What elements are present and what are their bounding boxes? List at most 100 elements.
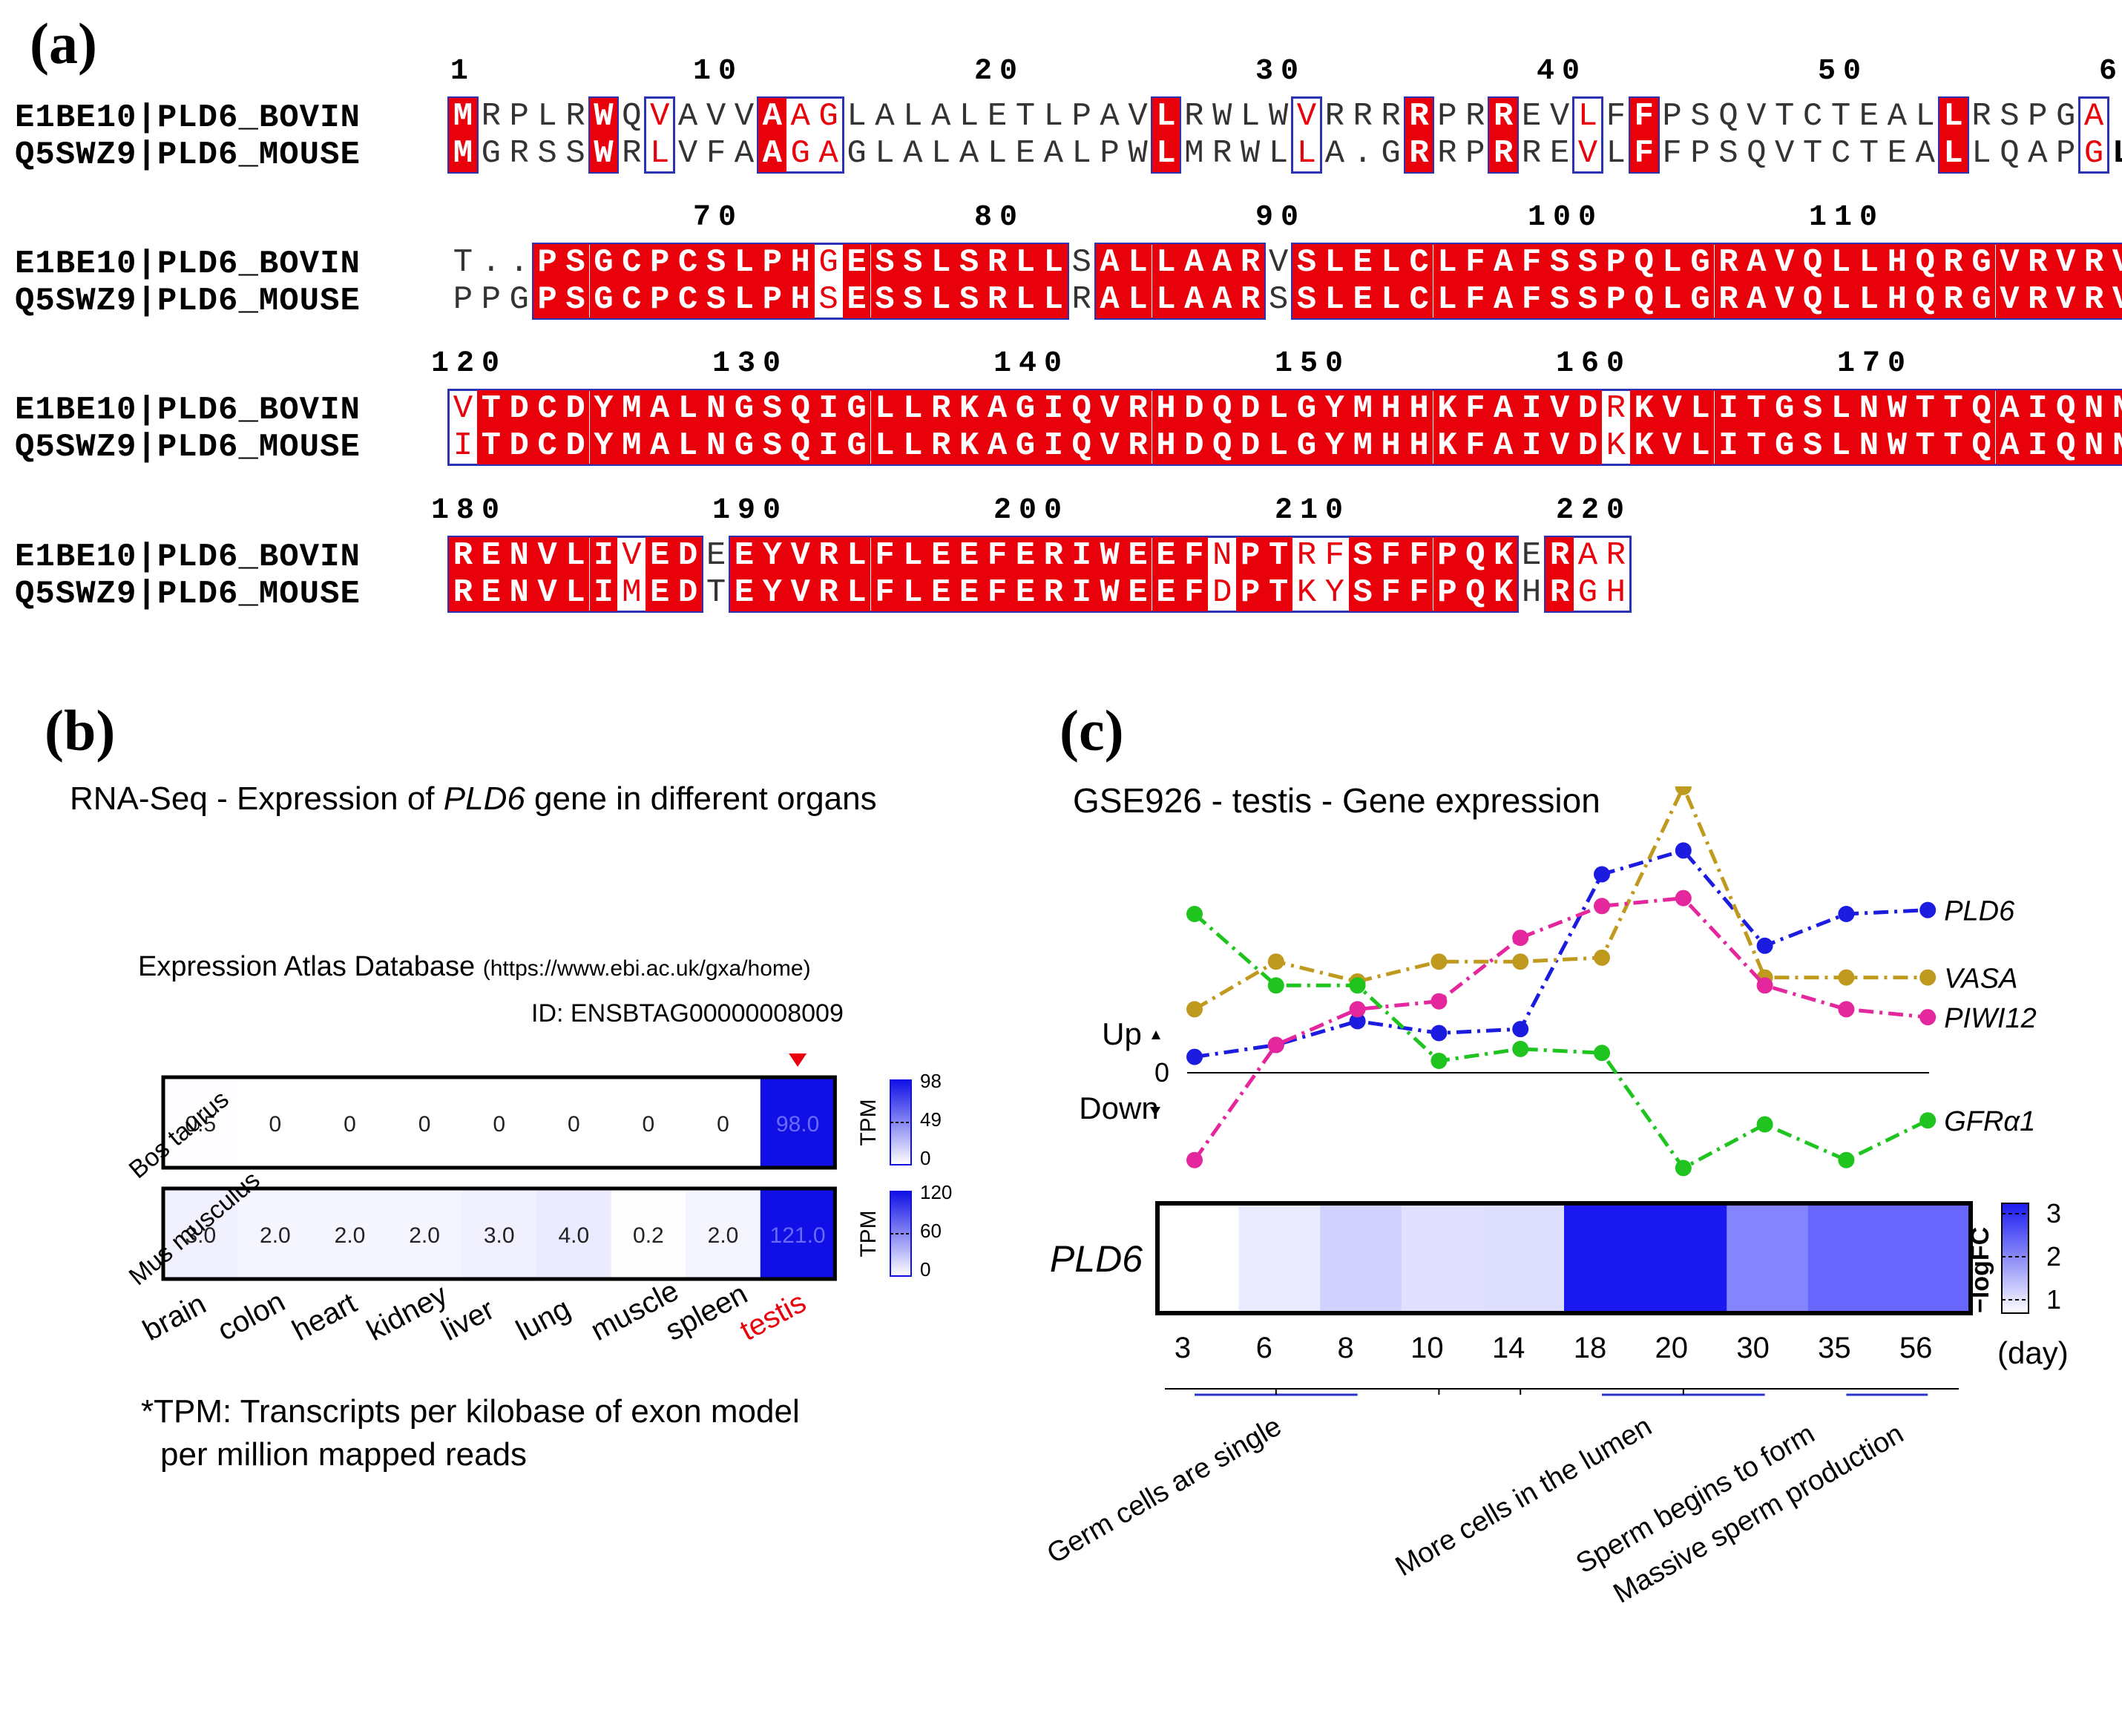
heatmap-value: 2.0 — [260, 1223, 291, 1248]
residue: R — [1465, 98, 1485, 135]
residue: L — [674, 390, 703, 427]
residue: L — [1939, 98, 1968, 135]
heatmap-value: 0 — [717, 1112, 729, 1137]
residue: F — [983, 537, 1011, 574]
residue: L — [1855, 244, 1883, 281]
residue: D — [674, 574, 703, 611]
residue: V — [1995, 244, 2024, 281]
day-tick-label: 8 — [1337, 1332, 1353, 1364]
residue: L — [537, 98, 557, 135]
residue: H — [1882, 281, 1911, 318]
heatmap-value: 0 — [344, 1112, 356, 1137]
residue: . — [509, 244, 529, 281]
colorbar-tick-label: 60 — [920, 1220, 942, 1242]
residue: R — [1381, 98, 1401, 135]
residue: L — [1071, 135, 1091, 172]
heatmap-value: 3.0 — [484, 1223, 515, 1248]
residue: L — [730, 244, 758, 281]
residue: R — [2080, 244, 2109, 281]
residue: A — [983, 427, 1011, 464]
residue: A — [790, 98, 810, 135]
residue: D — [1180, 427, 1209, 464]
conservation-box — [1488, 96, 1520, 174]
series-point — [1349, 1001, 1366, 1018]
conservation-box — [1937, 96, 1969, 174]
residue: V — [1095, 427, 1124, 464]
residue: E — [927, 537, 956, 574]
series-point — [1594, 866, 1610, 883]
residue: T — [1830, 98, 1851, 135]
residue: L — [899, 574, 927, 611]
residue: G — [1011, 427, 1039, 464]
residue: P — [1236, 574, 1265, 611]
heatmap-cell — [1564, 1203, 1646, 1313]
residue: T — [453, 244, 473, 281]
residue: F — [1461, 390, 1490, 427]
residue: A — [983, 390, 1011, 427]
residue: L — [2108, 135, 2122, 172]
residue: Q — [1067, 427, 1096, 464]
residue: A — [1180, 244, 1209, 281]
heatmap-cell — [611, 1077, 686, 1168]
ruler-number: 1 — [450, 55, 476, 88]
residue: D — [1212, 574, 1232, 611]
ruler-number: 130 — [712, 347, 788, 381]
ruler-number: 60 — [2099, 55, 2122, 88]
residue: A — [646, 390, 674, 427]
ruler-number: 140 — [993, 347, 1069, 381]
ruler-number: 150 — [1274, 347, 1350, 381]
residue: A — [1180, 281, 1209, 318]
residue: E — [1123, 574, 1152, 611]
residue: D — [505, 427, 533, 464]
day-tick-label: 56 — [1899, 1332, 1933, 1364]
residue: I — [1067, 574, 1096, 611]
residue: L — [959, 98, 979, 135]
residue: F — [1376, 574, 1405, 611]
heatmap-cell — [1889, 1203, 1971, 1313]
residue: R — [1437, 135, 1457, 172]
residue: L — [1152, 135, 1180, 172]
conservation-box — [1291, 243, 2122, 320]
residue: L — [1827, 244, 1855, 281]
residue: D — [561, 390, 590, 427]
residue: N — [2108, 427, 2122, 464]
heatmap-cell — [686, 1077, 761, 1168]
residue: H — [1376, 427, 1405, 464]
colorbar-tick-label: 3 — [2046, 1198, 2061, 1229]
residue: S — [1718, 135, 1738, 172]
series-point — [1838, 1001, 1855, 1018]
sequence-name: Q5SWZ9|PLD6_MOUSE — [15, 429, 361, 466]
residue: R — [1489, 135, 1518, 172]
ruler-number: 40 — [1537, 55, 1588, 88]
footnote-line2: per million mapped reads — [160, 1436, 528, 1473]
residue: R — [1123, 390, 1152, 427]
heatmap-value: 2.0 — [708, 1223, 739, 1248]
series-point — [1512, 1021, 1529, 1038]
residue: V — [786, 574, 815, 611]
heatmap-value: 4.0 — [558, 1223, 589, 1248]
heatmap-value: 121.0 — [770, 1223, 826, 1248]
heatmap-value: 0.5 — [185, 1112, 216, 1137]
residue: D — [1574, 390, 1602, 427]
residue: Y — [589, 390, 618, 427]
residue: P — [1433, 574, 1462, 611]
residue: L — [1039, 244, 1068, 281]
series-label: VASA — [1944, 964, 2017, 995]
residue: P — [2028, 98, 2048, 135]
residue: H — [1405, 427, 1433, 464]
residue: T — [1939, 427, 1968, 464]
residue: L — [1240, 98, 1261, 135]
ruler-number: 80 — [974, 201, 1025, 234]
residue: L — [1971, 135, 1991, 172]
residue: T — [1939, 390, 1968, 427]
residue: V — [2108, 244, 2122, 281]
residue: R — [927, 390, 956, 427]
residue: G — [2083, 135, 2104, 172]
residue: L — [875, 135, 895, 172]
residue: V — [453, 390, 473, 427]
residue: Q — [1208, 390, 1237, 427]
residue: S — [1545, 244, 1574, 281]
ruler-number: 90 — [1255, 201, 1307, 234]
residue: W — [1882, 390, 1911, 427]
residue: A — [1577, 537, 1598, 574]
